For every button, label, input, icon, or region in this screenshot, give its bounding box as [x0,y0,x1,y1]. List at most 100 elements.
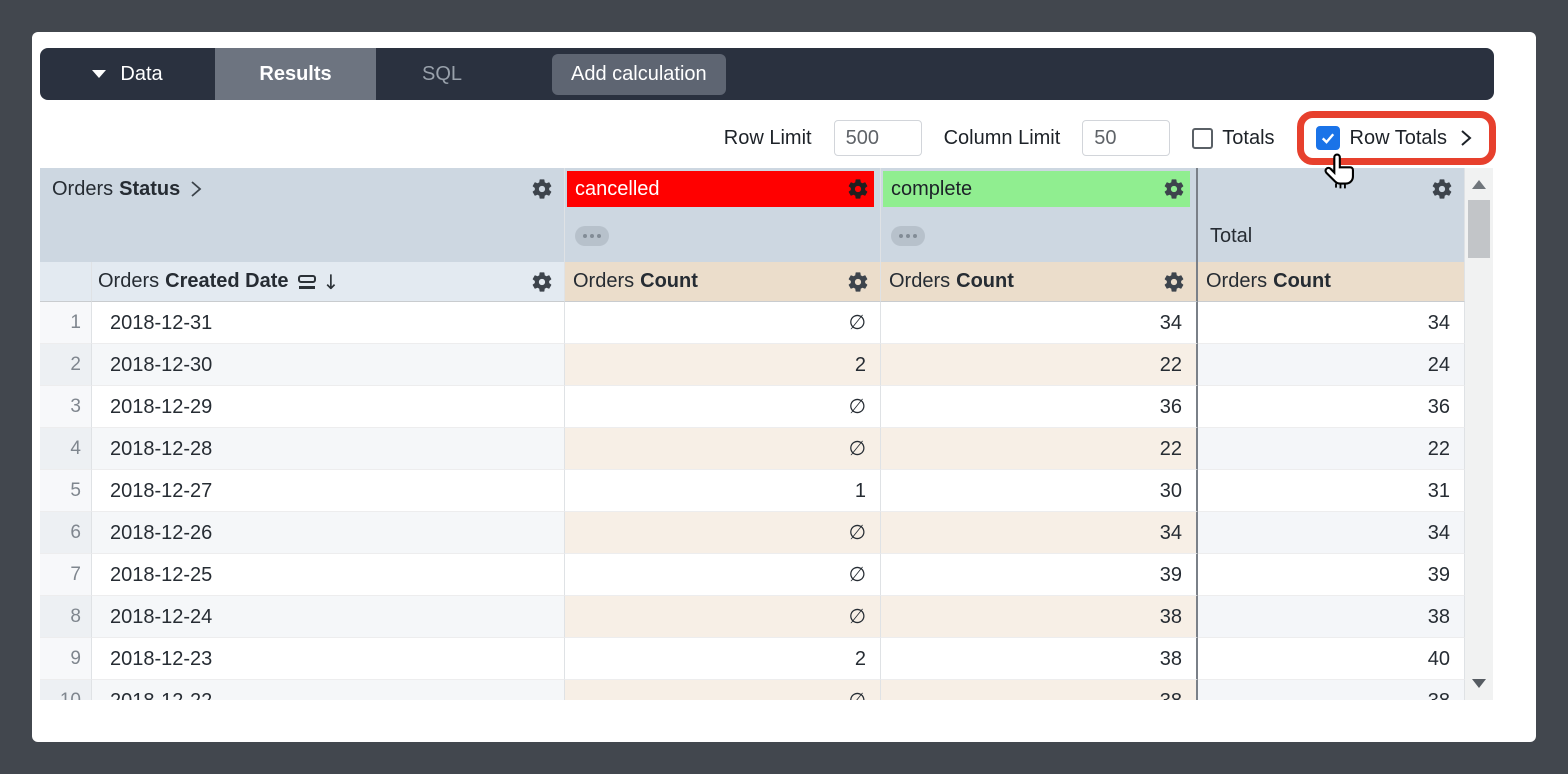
checkmark-icon [1321,133,1334,144]
measure-cell-complete[interactable]: 22 [881,344,1198,386]
gear-icon[interactable] [530,177,554,201]
date-cell[interactable]: 2018-12-25 [92,554,565,596]
scrollbar-thumb[interactable] [1468,200,1490,258]
chevron-right-icon[interactable] [1457,127,1475,149]
measure-cell-complete[interactable]: 22 [881,428,1198,470]
measure-cell-cancelled[interactable]: ∅ [565,554,881,596]
row-total-cell[interactable]: 38 [1198,596,1465,638]
subtotal-bars-icon [297,274,316,289]
vertical-scrollbar[interactable] [1465,168,1493,700]
scroll-down-arrow-icon[interactable] [1472,679,1486,688]
date-cell[interactable]: 2018-12-29 [92,386,565,428]
measure-header-complete[interactable]: Orders Count [881,262,1198,302]
row-totals-label: Row Totals [1349,126,1447,149]
row-total-cell[interactable]: 36 [1198,386,1465,428]
row-total-cell[interactable]: 24 [1198,344,1465,386]
sort-indicator: ↓ [297,269,340,294]
data-section-label: Data [120,62,163,85]
row-total-cell[interactable]: 31 [1198,470,1465,512]
date-cell[interactable]: 2018-12-31 [92,302,565,344]
measure-cell-complete[interactable]: 30 [881,470,1198,512]
measure-cell-cancelled[interactable]: 2 [565,344,881,386]
measure-cell-complete[interactable]: 36 [881,386,1198,428]
row-number-cell: 8 [40,596,92,638]
explore-toolbar: Data Results SQL Add calculation [40,48,1494,100]
dimension-header[interactable]: Orders Created Date ↓ [92,262,565,302]
pivot-field-header[interactable]: Orders Status [40,168,565,210]
pivot-band-spacer [40,210,565,262]
pivot-grid: Orders Status cancelled complete [40,168,1465,700]
row-limit-label: Row Limit [723,126,812,149]
measure-cell-cancelled[interactable]: ∅ [565,596,881,638]
column-limit-input[interactable] [1082,120,1171,156]
measure-cell-complete[interactable]: 34 [881,512,1198,554]
row-number-cell: 9 [40,638,92,680]
measure-cell-cancelled[interactable]: ∅ [565,386,881,428]
measure-cell-cancelled[interactable]: 2 [565,638,881,680]
tab-sql[interactable]: SQL [422,62,463,85]
measure-cell-cancelled[interactable]: ∅ [565,428,881,470]
results-table: Orders Status cancelled complete [40,168,1493,700]
pivot-value-header-cancelled[interactable]: cancelled [565,168,881,210]
row-total-cell[interactable]: 40 [1198,638,1465,680]
date-cell[interactable]: 2018-12-27 [92,470,565,512]
measure-cell-cancelled[interactable]: 1 [565,470,881,512]
row-number-cell: 1 [40,302,92,344]
measure-cell-complete[interactable]: 34 [881,302,1198,344]
gear-icon[interactable] [846,177,870,201]
row-total-cell[interactable]: 34 [1198,512,1465,554]
measure-cell-cancelled[interactable]: ∅ [565,680,881,700]
row-number-cell: 3 [40,386,92,428]
row-number-cell: 2 [40,344,92,386]
row-total-cell[interactable]: 34 [1198,302,1465,344]
date-cell[interactable]: 2018-12-26 [92,512,565,554]
measure-header-cancelled[interactable]: Orders Count [565,262,881,302]
results-panel: Data Results SQL Add calculation Row Lim… [32,32,1536,742]
add-calculation-button[interactable]: Add calculation [552,53,726,95]
row-number-cell: 5 [40,470,92,512]
tab-results[interactable]: Results [215,48,376,100]
measure-cell-complete[interactable]: 38 [881,680,1198,700]
row-limit-input[interactable] [833,120,922,156]
pivot-value-header-complete[interactable]: complete [881,168,1198,210]
totals-toggle[interactable]: Totals [1192,127,1275,150]
measure-cell-cancelled[interactable]: ∅ [565,302,881,344]
date-cell[interactable]: 2018-12-22 [92,680,565,700]
totals-checkbox[interactable] [1192,127,1214,149]
measure-header-total[interactable]: Orders Count [1198,262,1465,302]
ellipsis-menu-icon[interactable] [891,226,925,246]
row-total-cell[interactable]: 22 [1198,428,1465,470]
ellipsis-menu-icon[interactable] [575,226,609,246]
row-number-cell: 4 [40,428,92,470]
measure-cell-complete[interactable]: 39 [881,554,1198,596]
column-limit-label: Column Limit [943,126,1061,149]
row-number-cell: 10 [40,680,92,700]
sort-desc-arrow-icon: ↓ [322,269,340,294]
row-totals-highlight: Row Totals [1296,111,1496,189]
gear-icon[interactable] [1162,270,1186,294]
date-cell[interactable]: 2018-12-24 [92,596,565,638]
row-number-cell: 6 [40,512,92,554]
gear-icon[interactable] [1430,177,1454,201]
measure-cell-cancelled[interactable]: ∅ [565,512,881,554]
row-number-header [40,262,92,302]
date-cell[interactable]: 2018-12-28 [92,428,565,470]
measure-cell-complete[interactable]: 38 [881,638,1198,680]
measure-cell-complete[interactable]: 38 [881,596,1198,638]
data-section-toggle[interactable]: Data [40,48,215,100]
date-cell[interactable]: 2018-12-30 [92,344,565,386]
gear-icon[interactable] [846,270,870,294]
total-column-label: Total [1198,210,1465,262]
result-controls: Row Limit Column Limit Totals Row Totals [723,106,1496,189]
gear-icon[interactable] [1162,177,1186,201]
row-number-cell: 7 [40,554,92,596]
gear-icon[interactable] [530,270,554,294]
date-cell[interactable]: 2018-12-23 [92,638,565,680]
pivot-cell-menu-cancelled [565,210,881,262]
row-total-cell[interactable]: 39 [1198,554,1465,596]
caret-down-icon [92,70,107,78]
scroll-up-arrow-icon[interactable] [1472,180,1486,189]
chevron-right-icon [188,179,204,199]
row-totals-checkbox[interactable] [1315,126,1340,150]
row-total-cell[interactable]: 38 [1198,680,1465,700]
